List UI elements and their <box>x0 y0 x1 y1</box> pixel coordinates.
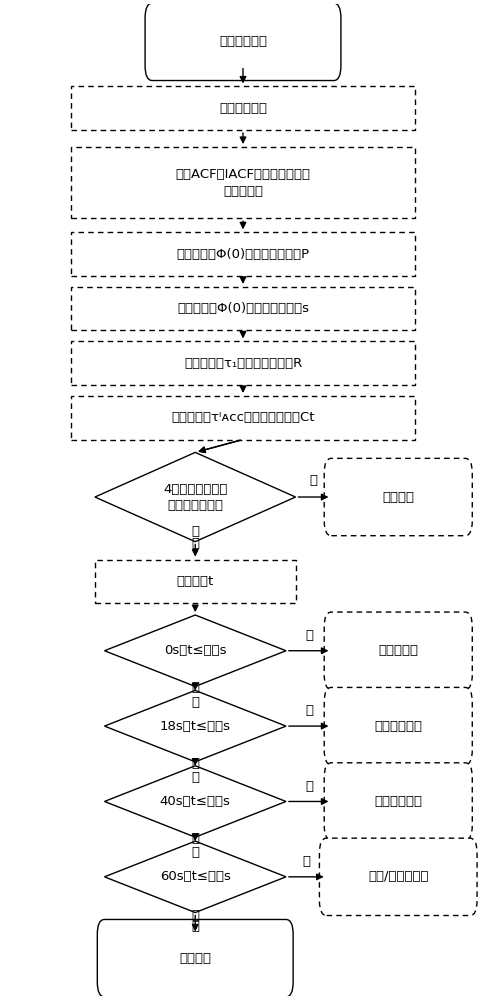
Polygon shape <box>104 766 286 837</box>
Text: 否: 否 <box>191 771 199 784</box>
Text: 否: 否 <box>191 537 199 550</box>
Text: 否: 否 <box>191 909 199 922</box>
Text: 道路噪声: 道路噪声 <box>382 491 414 504</box>
Text: 否: 否 <box>191 681 199 694</box>
Text: 计算ACF、IACF函数，获取指标
参量的数据: 计算ACF、IACF函数，获取指标 参量的数据 <box>175 168 311 198</box>
Text: 是: 是 <box>302 855 310 868</box>
FancyBboxPatch shape <box>324 763 472 840</box>
Polygon shape <box>104 615 286 686</box>
Text: 特快/普快车噪声: 特快/普快车噪声 <box>368 870 429 883</box>
Bar <box>71 147 415 218</box>
Text: 普通快车噪声: 普通快车噪声 <box>374 795 422 808</box>
Text: 40s＜t≤６０s: 40s＜t≤６０s <box>160 795 231 808</box>
Text: 特快列车噪声: 特快列车噪声 <box>374 720 422 733</box>
FancyBboxPatch shape <box>324 458 472 536</box>
Text: 动车组噪声: 动车组噪声 <box>378 644 418 657</box>
Text: 对指标参量τᴵᴀᴄᴄ，计算其特征值Ct: 对指标参量τᴵᴀᴄᴄ，计算其特征值Ct <box>171 411 315 424</box>
Text: 是: 是 <box>305 704 313 717</box>
Polygon shape <box>104 841 286 913</box>
Bar <box>71 86 415 130</box>
Text: 否: 否 <box>191 525 199 538</box>
FancyBboxPatch shape <box>145 3 341 81</box>
Bar <box>95 560 295 603</box>
Bar <box>71 232 415 276</box>
Text: 采集声音信号: 采集声音信号 <box>219 102 267 115</box>
Text: 否: 否 <box>191 920 199 933</box>
Text: 否: 否 <box>191 757 199 770</box>
FancyBboxPatch shape <box>97 919 293 997</box>
Text: 4个特征的数值是
否满足判定条件: 4个特征的数值是 否满足判定条件 <box>163 483 227 512</box>
FancyBboxPatch shape <box>324 687 472 765</box>
Polygon shape <box>104 690 286 762</box>
Text: 是: 是 <box>305 629 313 642</box>
Text: 货车噪声: 货车噪声 <box>179 952 211 965</box>
Text: 18s＜t≤４０s: 18s＜t≤４０s <box>160 720 231 733</box>
Text: 对指标参量Φ(0)，计算其特征值s: 对指标参量Φ(0)，计算其特征值s <box>177 302 309 315</box>
Text: 是: 是 <box>310 474 318 487</box>
Bar <box>71 341 415 385</box>
Text: 计算时间t: 计算时间t <box>176 575 214 588</box>
Text: 否: 否 <box>191 832 199 845</box>
Text: 否: 否 <box>191 846 199 859</box>
FancyBboxPatch shape <box>324 612 472 689</box>
Text: 60s＜t≤９０s: 60s＜t≤９０s <box>160 870 231 883</box>
Text: 对指标参量Φ(0)，计算其特征值P: 对指标参量Φ(0)，计算其特征值P <box>176 248 310 261</box>
Bar <box>71 287 415 330</box>
Text: 对指标参量τ₁，计算其特征值R: 对指标参量τ₁，计算其特征值R <box>184 357 302 370</box>
Polygon shape <box>95 452 295 542</box>
Text: 采集声音信号: 采集声音信号 <box>219 35 267 48</box>
Text: 是: 是 <box>305 780 313 793</box>
Bar <box>71 396 415 440</box>
FancyBboxPatch shape <box>319 838 477 916</box>
Text: 0s＜t≤１８s: 0s＜t≤１８s <box>164 644 226 657</box>
Text: 否: 否 <box>191 696 199 709</box>
